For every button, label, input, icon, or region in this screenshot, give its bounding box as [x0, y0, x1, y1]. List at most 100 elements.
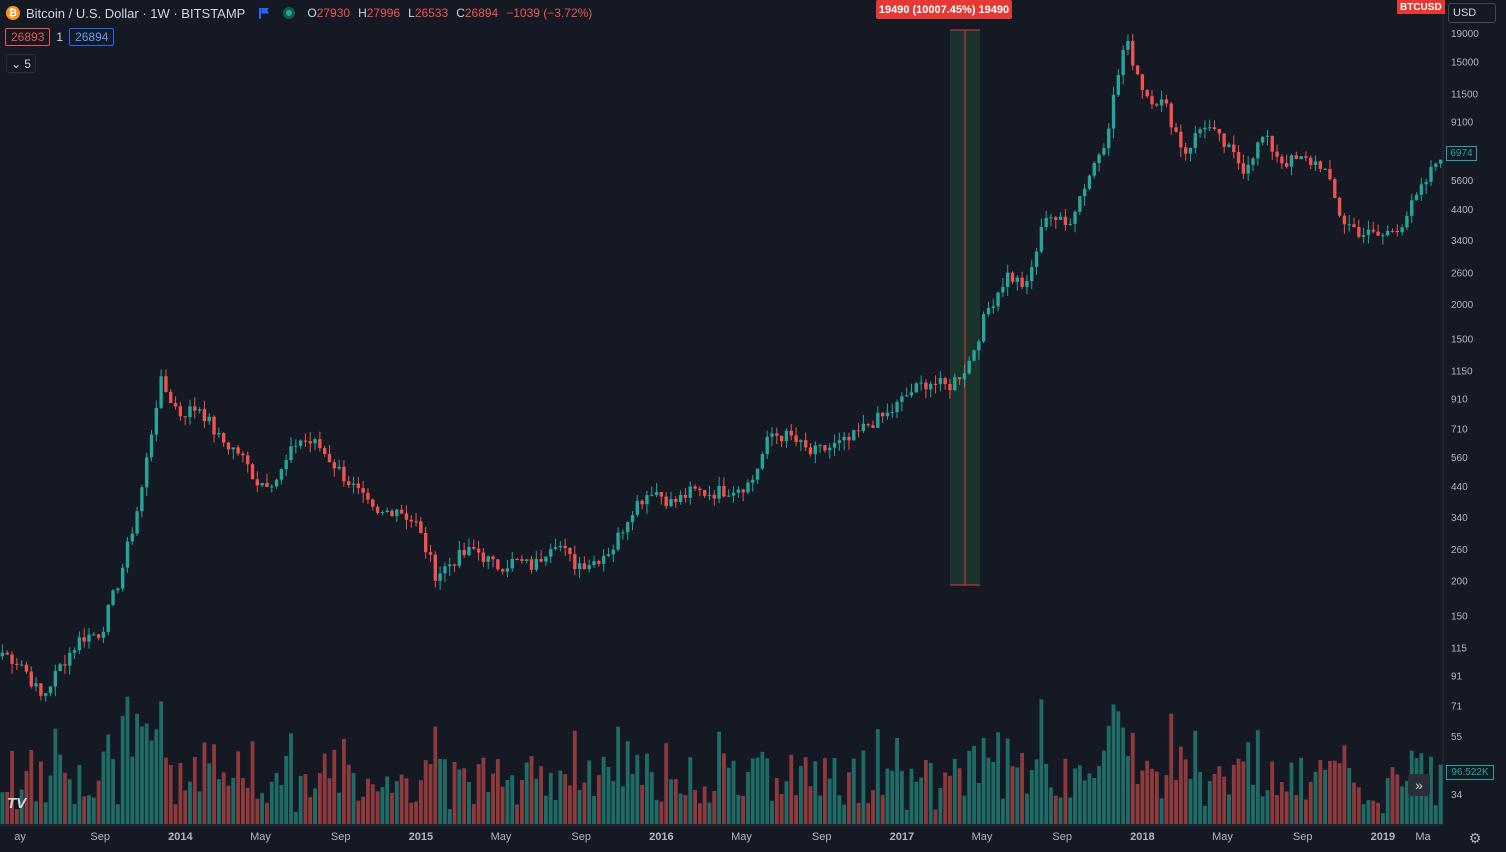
candle-body — [1015, 277, 1019, 282]
volume-bar — [58, 754, 63, 824]
volume-bar — [486, 792, 491, 824]
volume-bar — [664, 743, 669, 824]
volume-bar — [611, 781, 616, 824]
candle-body — [664, 496, 668, 507]
candle-body — [1208, 127, 1212, 129]
time-tick-label: May — [1212, 831, 1233, 843]
symbol-legend[interactable]: ₿ Bitcoin / U.S. Dollar · 1W · BITSTAMP … — [6, 3, 592, 23]
candle-body — [19, 664, 24, 666]
volume-bar — [1097, 765, 1102, 824]
candle-body — [169, 391, 173, 404]
volume-bar — [202, 742, 207, 824]
candle-body — [1198, 129, 1202, 134]
volume-bar — [87, 795, 91, 824]
candle-body — [861, 423, 866, 431]
time-tick-label: Sep — [1293, 831, 1313, 843]
currency-select[interactable]: USD — [1448, 3, 1496, 23]
volume-bar — [29, 749, 34, 824]
volume-bar — [1169, 713, 1174, 824]
volume-bar — [948, 775, 952, 824]
candle-body — [520, 559, 524, 561]
gear-icon[interactable]: ⚙ — [1468, 829, 1482, 846]
time-tick-label: Sep — [331, 831, 351, 843]
indicators-toggle-button[interactable]: ⌄ 5 — [6, 54, 36, 73]
volume-bar — [693, 790, 697, 824]
volume-bar — [72, 804, 77, 824]
candle-body — [1313, 161, 1318, 166]
candle-body — [674, 498, 678, 503]
price-tick-label: 5600 — [1451, 176, 1474, 187]
volume-bar — [635, 754, 640, 824]
candle-body — [1039, 226, 1044, 252]
price-tick-label: 11500 — [1451, 89, 1479, 100]
volume-bar — [909, 768, 914, 824]
candle-body — [1006, 272, 1010, 287]
volume-bar — [192, 757, 197, 824]
volume-bar — [813, 761, 818, 824]
price-tick-label: 440 — [1451, 482, 1468, 493]
volume-bar — [1318, 759, 1323, 824]
candle-body — [1366, 229, 1371, 236]
time-tick-label: 2016 — [649, 831, 673, 843]
tradingview-logo[interactable]: TV — [7, 795, 27, 812]
candle-body — [356, 483, 361, 489]
candle-body — [1270, 135, 1274, 152]
spread-value: 1 — [56, 30, 64, 44]
volume-bar — [986, 757, 991, 824]
candle-body — [808, 447, 813, 455]
volume-bar — [673, 779, 678, 824]
volume-bar — [361, 796, 366, 824]
volume-bar — [1313, 771, 1318, 824]
candle-body — [351, 483, 356, 486]
flag-icon[interactable] — [259, 7, 269, 19]
price-tick-label: 2000 — [1451, 300, 1474, 311]
volume-bar — [919, 777, 924, 824]
candle-body — [558, 545, 563, 548]
time-tick-label: Sep — [812, 831, 832, 843]
buy-button[interactable]: 26894 — [69, 28, 115, 46]
volume-bar — [620, 786, 625, 824]
volume-bar — [539, 766, 544, 824]
candle-body — [327, 453, 332, 463]
price-tick-label: 3400 — [1451, 236, 1474, 247]
sell-button[interactable]: 26893 — [5, 28, 51, 46]
volume-bar — [1193, 730, 1198, 824]
volume-bar — [774, 777, 779, 824]
volume-bar — [212, 744, 216, 824]
candle-body — [409, 519, 413, 522]
volume-bar — [462, 768, 467, 824]
price-axis — [1443, 0, 1506, 852]
volume-bar — [943, 772, 948, 824]
time-tick-label: ay — [14, 831, 26, 843]
candle-body — [1087, 175, 1092, 189]
candle-body — [48, 686, 53, 694]
candle-body — [404, 513, 409, 520]
time-tick-label: Sep — [1052, 831, 1072, 843]
scroll-to-realtime-button[interactable]: » — [1408, 774, 1430, 796]
volume-bar — [1356, 787, 1361, 824]
volume-bar — [1212, 773, 1217, 824]
volume-bar — [34, 801, 38, 824]
volume-bar — [1039, 699, 1044, 824]
volume-bar — [313, 788, 317, 824]
volume-bar — [851, 758, 856, 824]
candle-body — [991, 306, 995, 308]
candle-body — [0, 652, 5, 657]
volume-bar — [188, 781, 192, 824]
time-tick-label: Ma — [1415, 831, 1431, 843]
candle-body — [1400, 227, 1404, 233]
candle-body — [1284, 163, 1289, 167]
candle-body — [380, 511, 385, 513]
volume-bar — [1025, 793, 1029, 824]
price-tick-label: 1500 — [1451, 334, 1474, 345]
candle-body — [347, 481, 351, 486]
candle-body — [539, 559, 543, 562]
volume-bar — [10, 750, 14, 824]
candle-body — [1111, 94, 1116, 129]
volume-bar — [1246, 742, 1251, 824]
symbol-title[interactable]: Bitcoin / U.S. Dollar · 1W · BITSTAMP — [26, 5, 246, 21]
candle-body — [1381, 235, 1385, 237]
volume-bar — [601, 756, 606, 824]
candle-body — [678, 495, 683, 503]
